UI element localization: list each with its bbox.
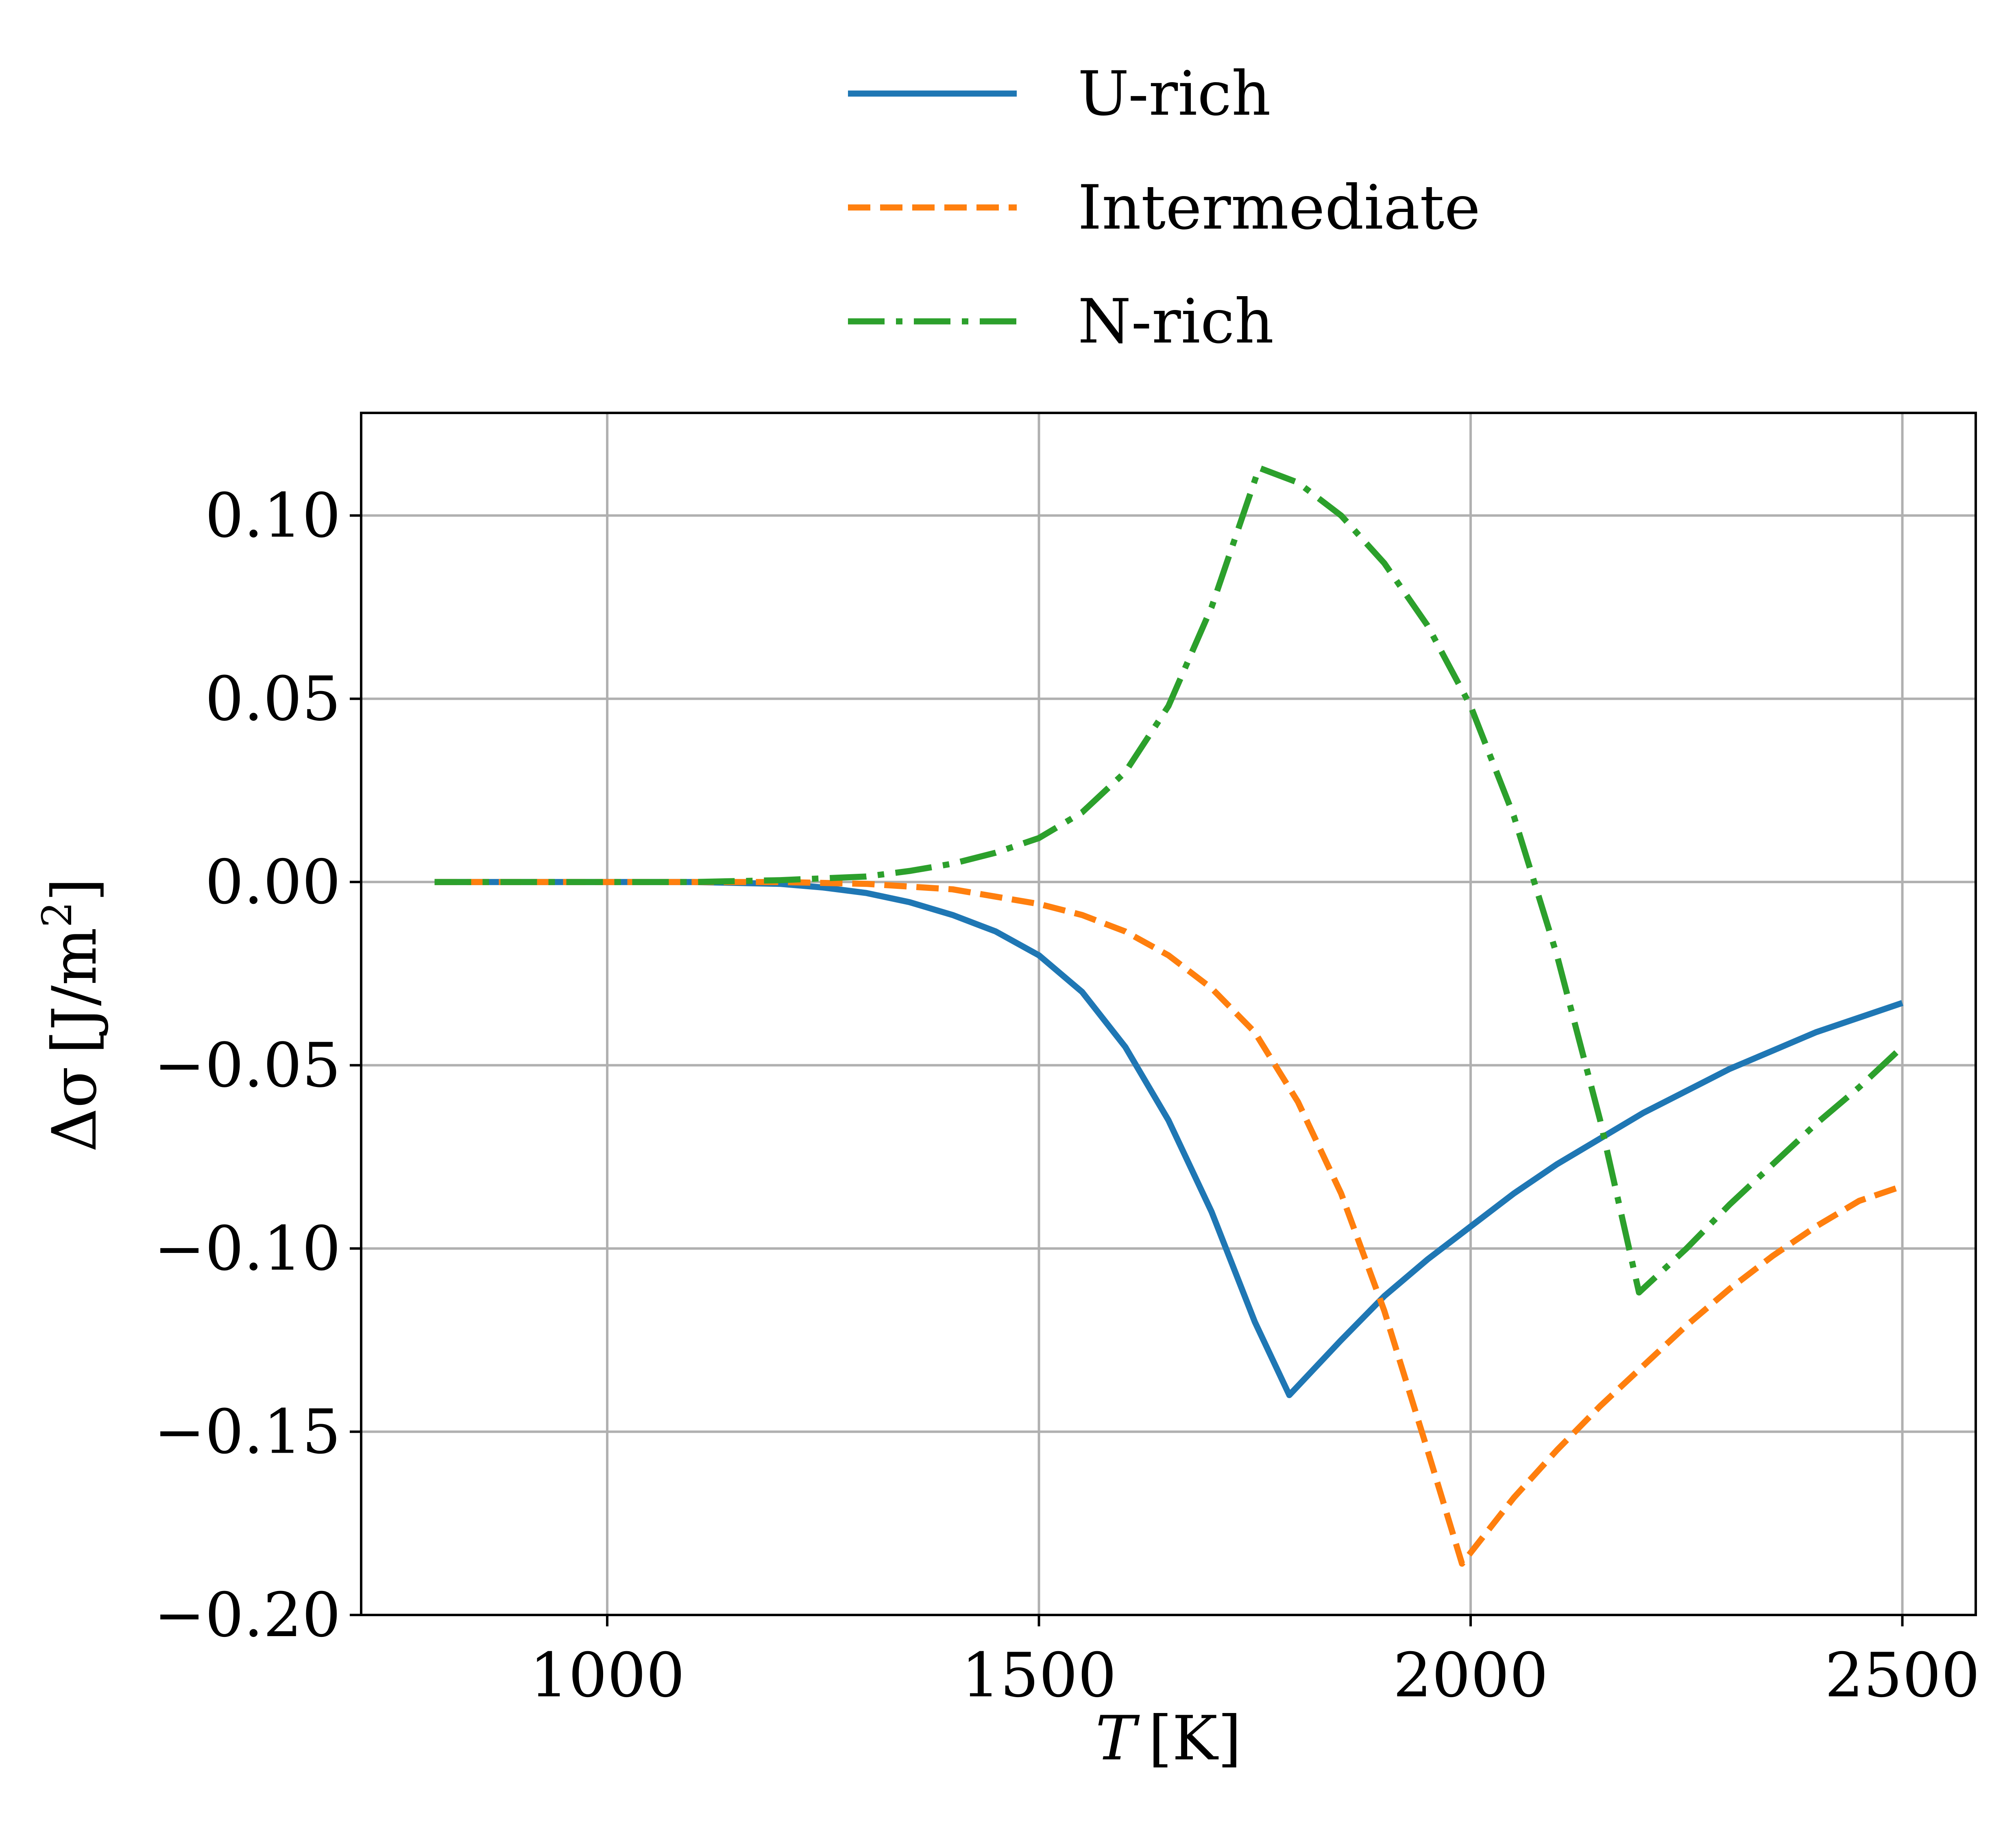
y-axis-title: Δσ [J/m2] <box>33 878 110 1152</box>
x-tick-label: 1500 <box>961 1640 1117 1711</box>
x-axis-unit: [K] <box>1148 1703 1241 1774</box>
x-tick-label: 2500 <box>1825 1640 1980 1711</box>
series-line-n-rich <box>434 465 1905 1296</box>
series-line-u-rich <box>434 879 1903 1398</box>
y-axis-unit-close: ] <box>39 878 110 902</box>
y-axis-unit: [J/m <box>39 927 110 1054</box>
y-tick-label: 0.00 <box>205 847 341 918</box>
series-line-intermediate <box>434 879 1903 1567</box>
legend-label: U-rich <box>1078 59 1271 129</box>
axis-ticks: 1000 1500 2000 2500 0.10 0.05 0.00 −0.05 −0.10 −0… <box>154 480 1980 1711</box>
x-tick-label: 1000 <box>530 1640 685 1711</box>
legend: U-rich Intermediate N-rich <box>848 59 1480 357</box>
y-tick-label: 0.05 <box>205 664 341 735</box>
grid <box>361 413 1976 1616</box>
legend-label: N-rich <box>1078 286 1274 357</box>
x-tick-label: 2000 <box>1393 1640 1548 1711</box>
y-tick-label: −0.05 <box>154 1030 341 1101</box>
y-axis-unit-superscript: 2 <box>33 901 81 927</box>
x-axis-title: T [K] <box>1095 1703 1241 1774</box>
y-tick-label: 0.10 <box>205 480 341 551</box>
plot-frame <box>360 412 1977 1616</box>
y-tick-label: −0.20 <box>154 1580 341 1651</box>
y-axis-variable: Δσ <box>39 1066 110 1152</box>
y-tick-label: −0.10 <box>154 1213 341 1284</box>
legend-label: Intermediate <box>1078 172 1480 243</box>
x-axis-variable: T <box>1095 1703 1140 1774</box>
series-lines <box>434 465 1905 1567</box>
y-tick-label: −0.15 <box>154 1397 341 1468</box>
